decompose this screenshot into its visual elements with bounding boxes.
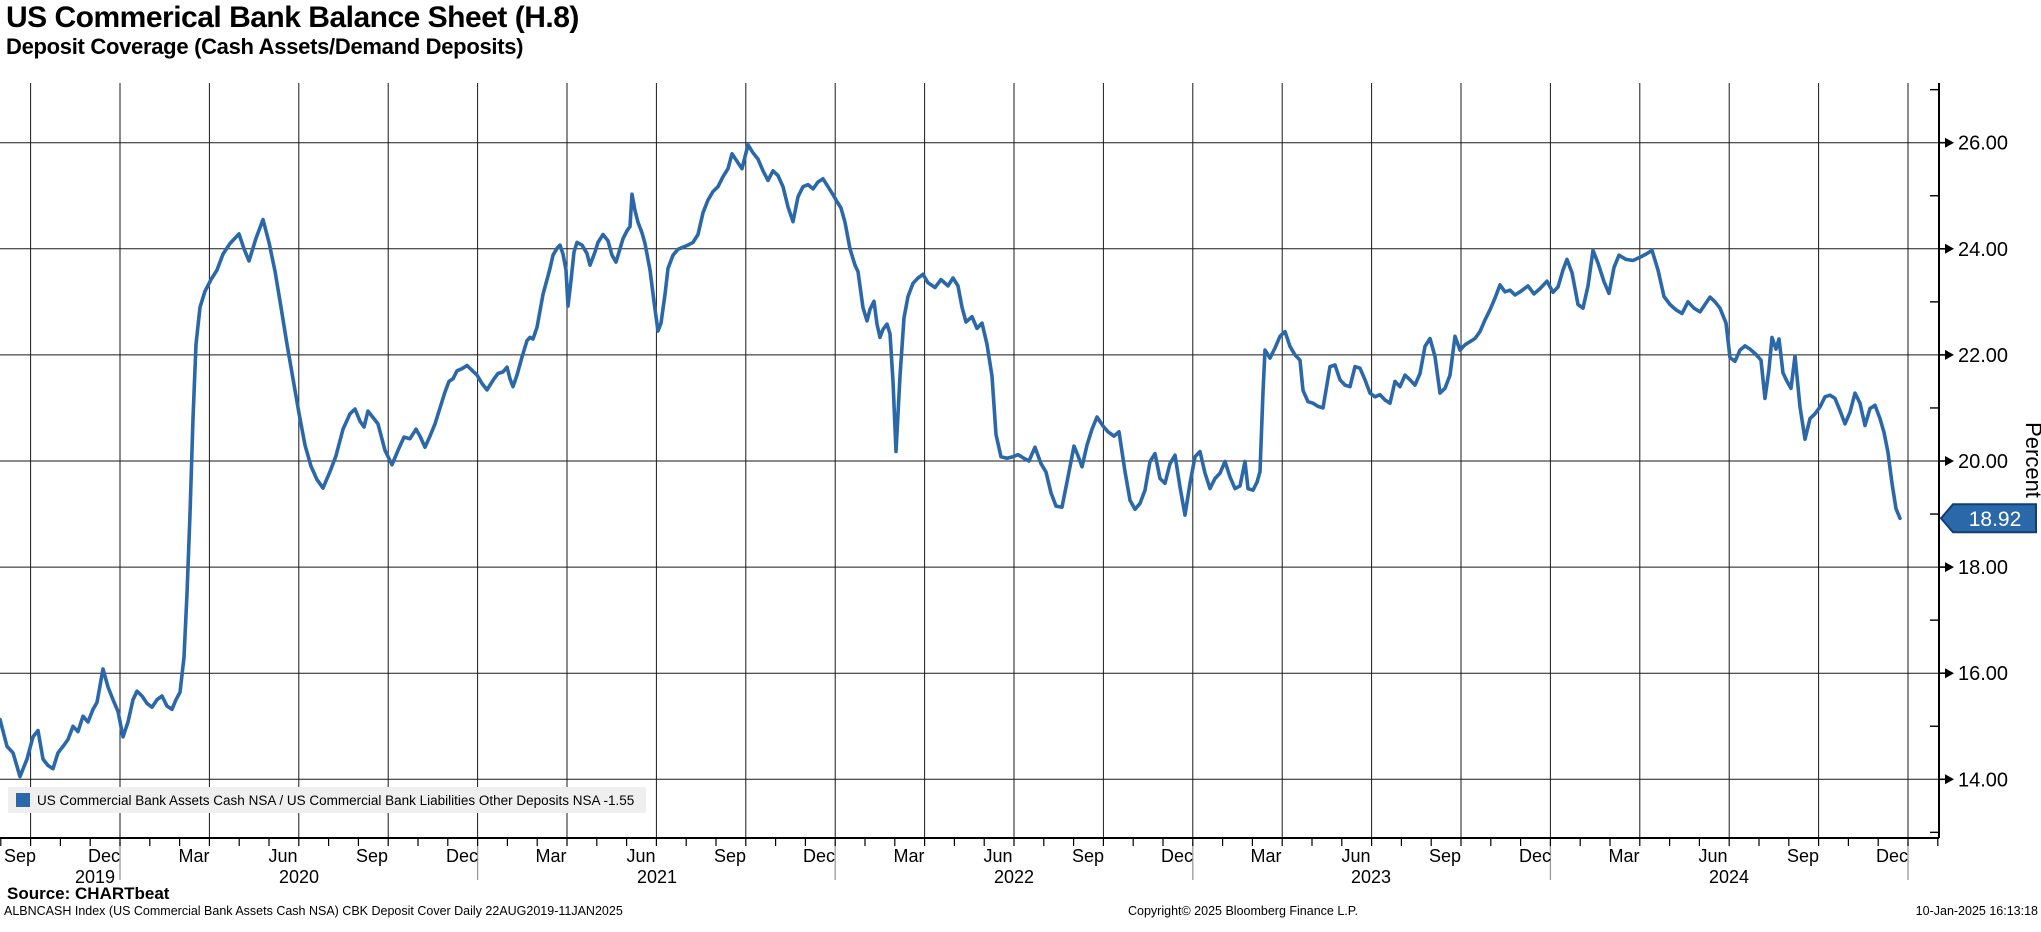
y-tick-label: 16.00 — [1958, 663, 2008, 685]
x-year-label: 2019 — [75, 867, 115, 887]
legend-label: US Commercial Bank Assets Cash NSA / US … — [37, 792, 635, 808]
last-value-text: 18.92 — [1969, 508, 2022, 531]
y-tick-label: 20.00 — [1958, 451, 2008, 473]
x-month-label: Jun — [983, 846, 1012, 866]
x-month-label: Jun — [1698, 846, 1727, 866]
x-month-label: Dec — [1876, 846, 1908, 866]
x-year-label: 2023 — [1351, 867, 1391, 887]
x-month-label: Jun — [626, 846, 655, 866]
x-month-label: Sep — [1429, 846, 1461, 866]
x-month-label: Sep — [4, 846, 36, 866]
year-separator-ticks — [119, 842, 1909, 880]
y-axis-title: Percent — [2021, 422, 2041, 498]
footer-ticker-info: ALBNCASH Index (US Commercial Bank Asset… — [4, 904, 623, 918]
legend-item[interactable]: US Commercial Bank Assets Cash NSA / US … — [8, 787, 647, 813]
x-month-label: Mar — [1251, 846, 1282, 866]
x-month-label: Mar — [894, 846, 925, 866]
y-tick-label: 26.00 — [1958, 133, 2008, 155]
x-month-label: Jun — [1341, 846, 1370, 866]
x-year-label: 2020 — [279, 867, 319, 887]
x-year-label: 2021 — [637, 867, 677, 887]
last-value-tag: 18.92 — [1939, 503, 2037, 534]
x-month-label: Dec — [446, 846, 478, 866]
y-minor-ticks — [1930, 88, 1939, 834]
x-year-label: 2024 — [1709, 867, 1749, 887]
series-line — [0, 143, 1902, 779]
x-month-label: Sep — [1787, 846, 1819, 866]
x-year-label: 2022 — [994, 867, 1034, 887]
x-month-label: Mar — [1609, 846, 1640, 866]
x-month-label: Sep — [356, 846, 388, 866]
y-tick-label: 14.00 — [1958, 769, 2008, 791]
footer-timestamp: 10-Jan-2025 16:13:18 — [1915, 904, 2038, 918]
legend-swatch-icon — [16, 793, 30, 807]
x-month-label: Mar — [179, 846, 210, 866]
month-ticks — [0, 838, 1939, 846]
footer-copyright: Copyright© 2025 Bloomberg Finance L.P. — [1128, 904, 1358, 918]
x-month-label: Dec — [1519, 846, 1551, 866]
y-tick-label: 18.00 — [1958, 557, 2008, 579]
source-line: Source: CHARTbeat — [7, 884, 170, 903]
x-month-label: Jun — [268, 846, 297, 866]
y-tick-label: 22.00 — [1958, 345, 2008, 367]
horizontal-gridlines — [0, 142, 1939, 780]
chart-title: US Commerical Bank Balance Sheet (H.8) — [6, 1, 579, 34]
footer-bar: ALBNCASH Index (US Commercial Bank Asset… — [0, 904, 2041, 922]
x-month-label: Mar — [536, 846, 567, 866]
x-month-label: Dec — [1161, 846, 1193, 866]
y-tick-label: 24.00 — [1958, 239, 2008, 261]
y-axis-labels: 26.00 24.00 22.00 20.00 18.00 16.00 14.00 — [1939, 133, 2008, 791]
chart-subtitle: Deposit Coverage (Cash Assets/Demand Dep… — [6, 34, 524, 59]
x-month-label: Sep — [1072, 846, 1104, 866]
x-month-label: Dec — [88, 846, 120, 866]
x-month-label: Dec — [803, 846, 835, 866]
x-axis-labels: Sep Dec Mar Jun Sep Dec Mar Jun Sep Dec Mar Jun Sep D… — [4, 846, 1908, 887]
x-month-label: Sep — [714, 846, 746, 866]
